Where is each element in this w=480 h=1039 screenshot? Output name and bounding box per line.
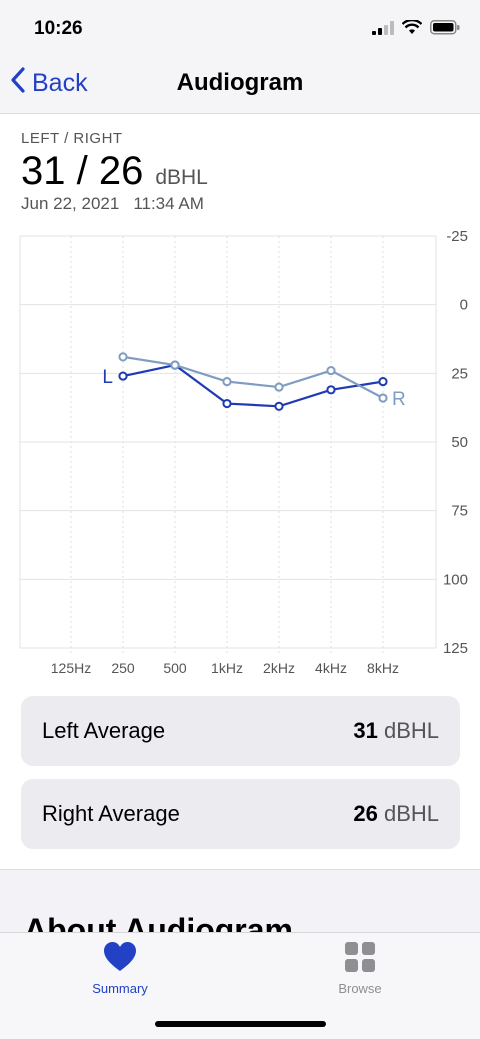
y-tick-label: 50 xyxy=(451,434,468,451)
left-average-number: 31 xyxy=(353,718,378,743)
data-point-l xyxy=(274,401,284,411)
grid-icon xyxy=(344,942,376,977)
data-point-r xyxy=(118,352,128,362)
y-tick-label: -25 xyxy=(446,228,468,245)
left-average-label: Left Average xyxy=(42,718,166,743)
chevron-left-icon xyxy=(10,66,26,101)
y-tick-label: 75 xyxy=(451,503,468,520)
status-bar: 10:26 xyxy=(0,0,480,56)
status-time: 10:26 xyxy=(34,18,83,39)
data-point-l xyxy=(326,385,336,395)
data-point-r xyxy=(274,382,284,392)
y-tick-label: 0 xyxy=(460,297,468,314)
audiogram-chart-svg: 125Hz 250 500 1kHz 2kHz 4kHz 8kHz -25 0 25 50 75 100… xyxy=(19,228,468,676)
series-label-l: L xyxy=(102,367,113,388)
left-average-card[interactable]: Left Average 31 dBHL xyxy=(21,696,460,766)
summary-header: LEFT / RIGHT 31 / 26 dBHL Jun 22, 2021 1… xyxy=(21,130,208,214)
right-average-unit: dBHL xyxy=(383,801,439,826)
navigation-bar: Back Audiogram xyxy=(0,56,480,114)
heart-icon xyxy=(103,942,137,977)
series-line-r xyxy=(122,355,384,400)
data-point-r xyxy=(378,393,388,403)
y-tick-label: 125 xyxy=(443,640,468,657)
y-tick-label: 100 xyxy=(443,571,468,588)
tab-summary-label: Summary xyxy=(92,981,148,996)
summary-value: 31 / 26 xyxy=(21,149,144,193)
tab-browse[interactable]: Browse xyxy=(300,941,420,996)
right-average-card[interactable]: Right Average 26 dBHL xyxy=(21,779,460,849)
tab-browse-label: Browse xyxy=(338,981,382,996)
cellular-signal-icon xyxy=(372,20,394,40)
status-icons xyxy=(372,18,460,40)
data-point-l xyxy=(378,376,388,387)
x-tick-label: 500 xyxy=(163,660,187,676)
audiogram-chart[interactable]: 125Hz 250 500 1kHz 2kHz 4kHz 8kHz -25 0 25 50 75 100… xyxy=(0,228,480,688)
y-tick-label: 25 xyxy=(451,365,468,382)
left-average-unit: dBHL xyxy=(383,718,439,743)
series-label-r: R xyxy=(392,389,406,410)
battery-icon xyxy=(430,20,460,40)
summary-unit: dBHL xyxy=(155,166,208,189)
back-label: Back xyxy=(32,69,88,97)
summary-value-row: 31 / 26 dBHL xyxy=(21,149,208,194)
summary-time: 11:34 AM xyxy=(133,194,204,213)
x-tick-label: 2kHz xyxy=(263,660,295,676)
x-tick-label: 1kHz xyxy=(211,660,243,676)
back-button[interactable]: Back xyxy=(10,66,88,101)
summary-date: Jun 22, 2021 xyxy=(21,194,120,213)
x-tick-label: 125Hz xyxy=(51,660,91,676)
data-point-r xyxy=(222,376,232,387)
x-tick-label: 250 xyxy=(111,660,135,676)
tab-summary[interactable]: Summary xyxy=(60,941,180,996)
wifi-icon xyxy=(401,18,423,40)
series-line-l xyxy=(122,363,384,408)
data-point-r xyxy=(170,360,180,370)
right-average-number: 26 xyxy=(353,801,378,826)
data-point-r xyxy=(326,365,336,376)
data-point-l xyxy=(118,371,128,381)
home-indicator xyxy=(155,1021,326,1027)
left-average-value: 31 dBHL xyxy=(353,718,439,744)
summary-timestamp: Jun 22, 2021 11:34 AM xyxy=(21,194,208,214)
data-point-l xyxy=(222,398,232,409)
right-average-value: 26 dBHL xyxy=(353,801,439,827)
right-average-label: Right Average xyxy=(42,801,180,826)
summary-label: LEFT / RIGHT xyxy=(21,130,123,147)
x-tick-label: 4kHz xyxy=(315,660,347,676)
x-tick-label: 8kHz xyxy=(367,660,399,676)
